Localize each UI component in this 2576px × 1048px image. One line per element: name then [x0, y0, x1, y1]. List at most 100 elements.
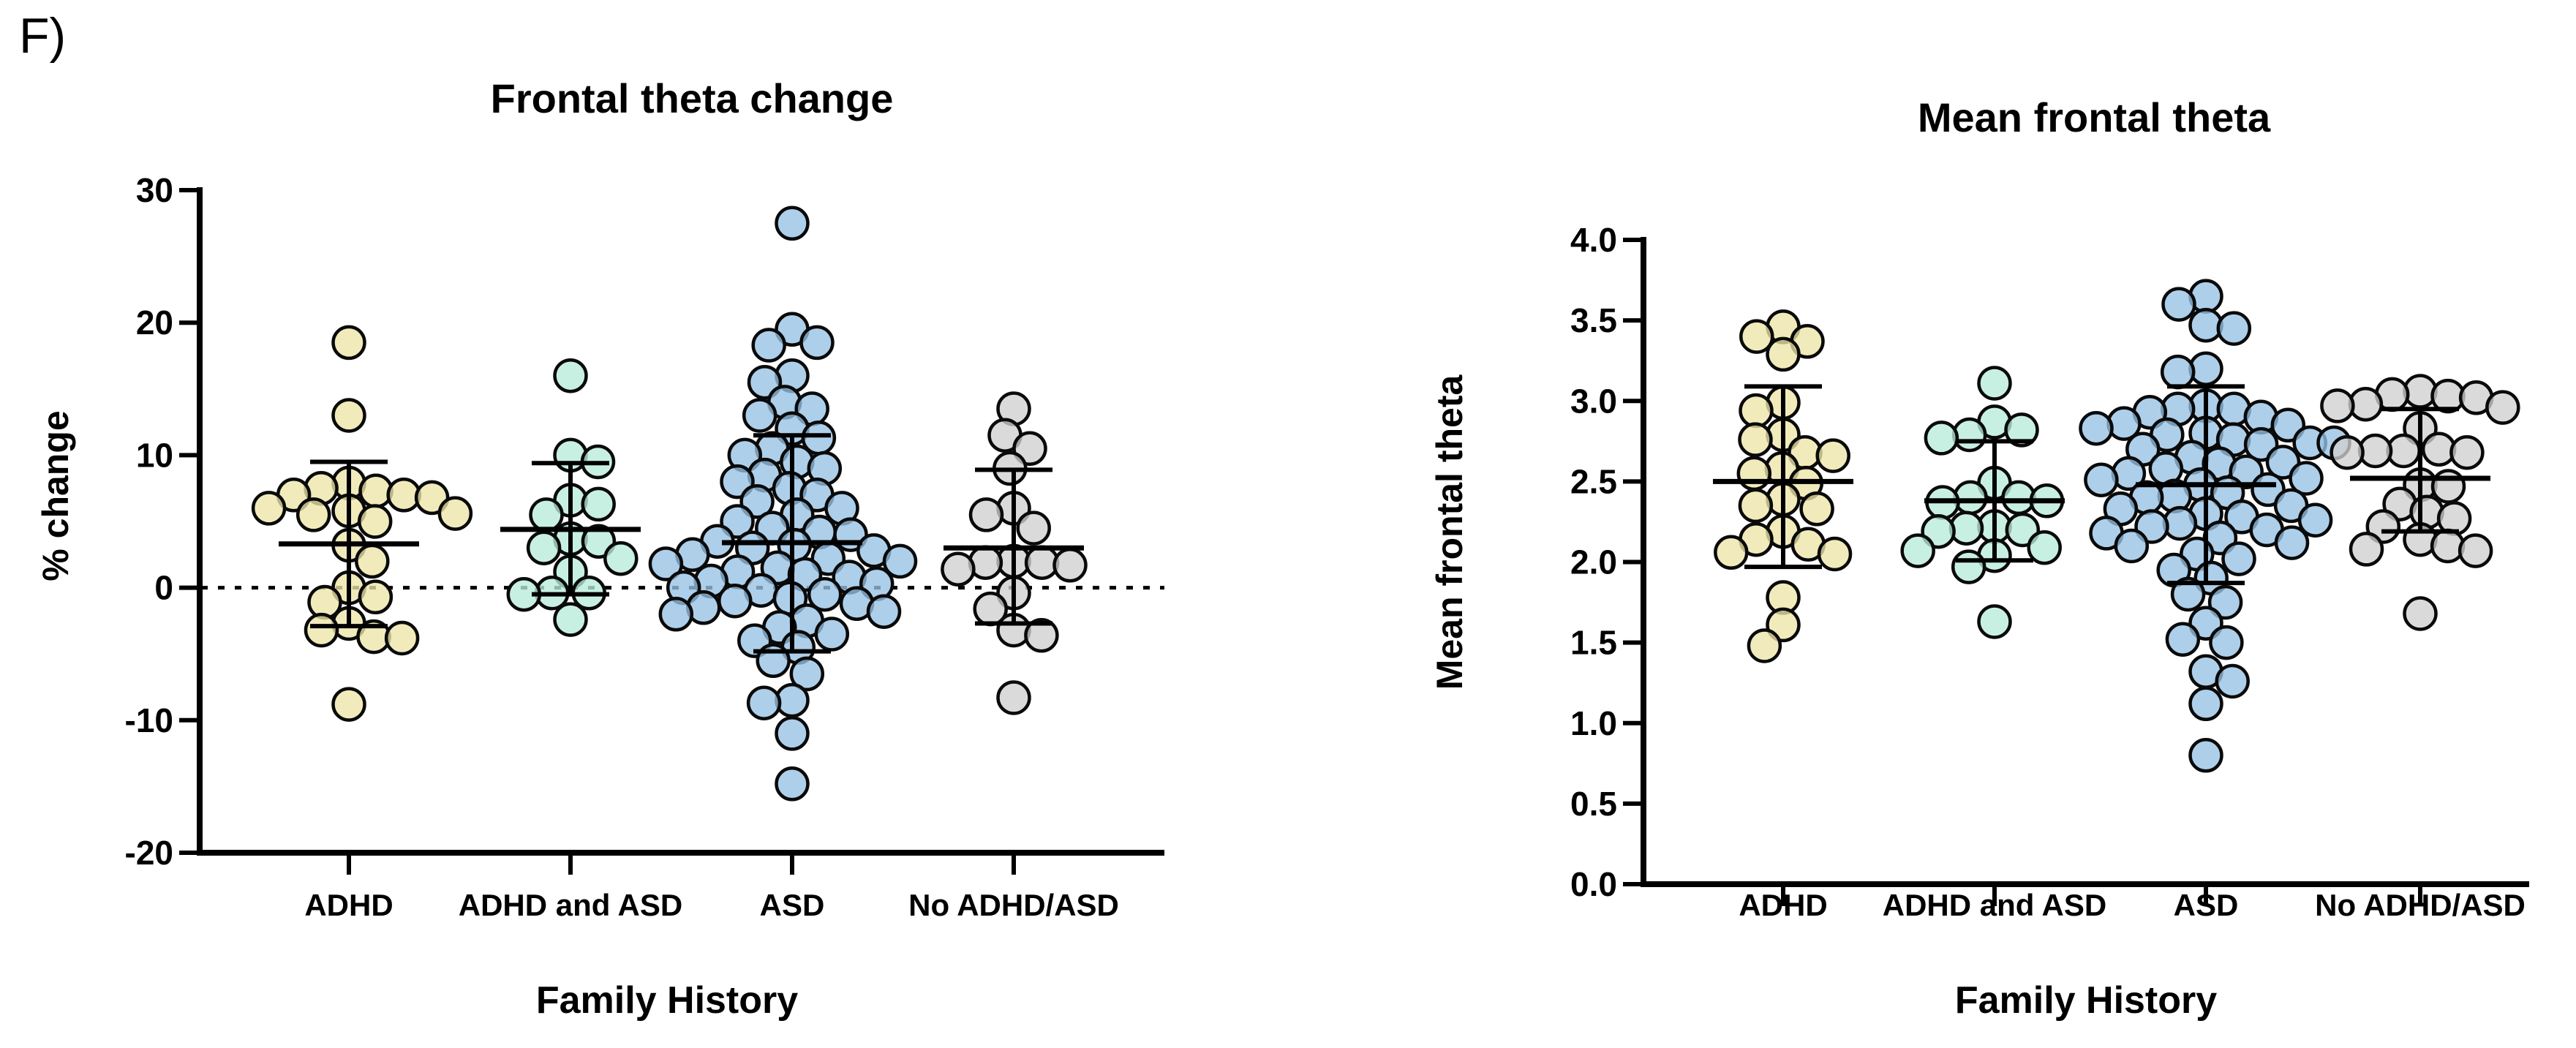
data-point	[1766, 336, 1801, 372]
error-bar-no-adhd-asd	[944, 467, 1084, 626]
data-point	[2188, 738, 2223, 773]
category-label: ADHD	[304, 888, 393, 922]
data-point	[2188, 686, 2223, 722]
data-point	[1016, 510, 1051, 546]
data-points-adhd	[251, 325, 473, 722]
data-point	[799, 325, 835, 361]
data-point	[2084, 462, 2119, 497]
data-point	[331, 325, 366, 361]
y-tick-label: 4.0	[1570, 221, 1617, 259]
category-label: ASD	[760, 888, 825, 922]
data-point	[2485, 390, 2520, 425]
data-point	[2165, 622, 2201, 657]
data-points-adhd-and-asd	[1900, 366, 2065, 639]
data-point	[1977, 366, 2012, 401]
data-point	[746, 685, 782, 720]
y-tick-label: 3.0	[1570, 382, 1617, 420]
y-tick-label: 1.0	[1570, 704, 1617, 742]
right-x-axis-title: Family History	[1954, 979, 2218, 1022]
data-point	[2027, 529, 2062, 565]
left-chart-title: Frontal theta change	[490, 75, 894, 121]
data-point	[603, 540, 639, 576]
category-label: No ADHD/ASD	[2315, 888, 2526, 922]
data-point	[1024, 618, 1059, 653]
y-tick-label: 0.5	[1570, 785, 1617, 823]
data-point	[2449, 434, 2485, 470]
data-point	[2170, 576, 2206, 612]
y-tick-label: 3.5	[1570, 301, 1617, 339]
data-point	[807, 576, 843, 612]
category-label: ADHD and ASD	[1883, 888, 2106, 922]
data-point	[384, 620, 420, 656]
data-point	[751, 328, 786, 363]
data-point	[553, 602, 588, 637]
data-point	[1747, 628, 1782, 663]
data-point	[2320, 388, 2355, 423]
data-point	[775, 766, 810, 802]
data-point	[2221, 541, 2256, 576]
error-bar-adhd	[279, 459, 419, 629]
data-point	[295, 497, 331, 532]
data-point	[789, 656, 825, 692]
data-point	[358, 579, 393, 615]
data-point	[1815, 438, 1850, 473]
data-point	[1714, 535, 1749, 570]
data-point	[1799, 491, 1834, 527]
data-point	[658, 597, 694, 632]
error-bar-adhd-and-asd	[500, 461, 641, 597]
left-y-axis-title: % change	[35, 410, 76, 581]
error-bar-asd	[722, 433, 862, 654]
data-point	[2161, 287, 2196, 322]
data-point	[581, 486, 616, 522]
data-point	[2162, 505, 2198, 541]
data-point	[1738, 488, 1774, 524]
data-point	[1924, 421, 1959, 456]
data-point	[2274, 525, 2310, 560]
y-tick-label: 1.5	[1570, 624, 1617, 662]
data-point	[2403, 596, 2438, 631]
data-point	[1817, 536, 1853, 572]
data-point	[1953, 480, 1988, 516]
data-point	[1951, 549, 1986, 584]
data-point	[1738, 422, 1773, 457]
y-tick-label: -10	[125, 701, 173, 739]
data-point	[331, 398, 366, 433]
data-point	[718, 583, 753, 619]
data-point	[1739, 393, 1774, 429]
data-point	[1948, 510, 1984, 546]
data-point	[2215, 663, 2250, 699]
data-point	[437, 496, 473, 531]
category-label: ADHD	[1739, 888, 1827, 922]
data-point	[2330, 434, 2365, 470]
data-point	[2079, 410, 2114, 446]
data-point	[882, 543, 918, 579]
data-point	[1977, 604, 2012, 639]
data-point	[1052, 548, 1088, 583]
data-points-adhd	[1714, 309, 1853, 663]
panel-label: F)	[19, 8, 67, 64]
data-point	[1736, 456, 1772, 491]
data-point	[526, 530, 562, 565]
y-tick-label: 0.0	[1570, 865, 1617, 903]
right-y-axis-title: Mean frontal theta	[1429, 374, 1470, 690]
data-point	[2430, 469, 2466, 504]
error-bar-no-adhd-asd	[2350, 407, 2490, 534]
data-point	[2001, 480, 2036, 516]
data-point	[331, 687, 366, 722]
data-point	[2297, 502, 2333, 538]
data-point	[2289, 461, 2324, 496]
data-point	[2430, 528, 2466, 564]
error-bar-adhd-and-asd	[1924, 439, 2065, 563]
data-point	[2004, 412, 2039, 448]
y-tick-label: 30	[136, 171, 173, 209]
data-point	[941, 551, 976, 587]
data-point	[358, 473, 393, 509]
data-point	[968, 497, 1004, 532]
category-label: No ADHD/ASD	[908, 888, 1119, 922]
error-bar-asd	[2136, 384, 2276, 586]
data-point	[251, 491, 287, 526]
data-point	[1739, 319, 1774, 354]
data-point	[866, 594, 902, 629]
